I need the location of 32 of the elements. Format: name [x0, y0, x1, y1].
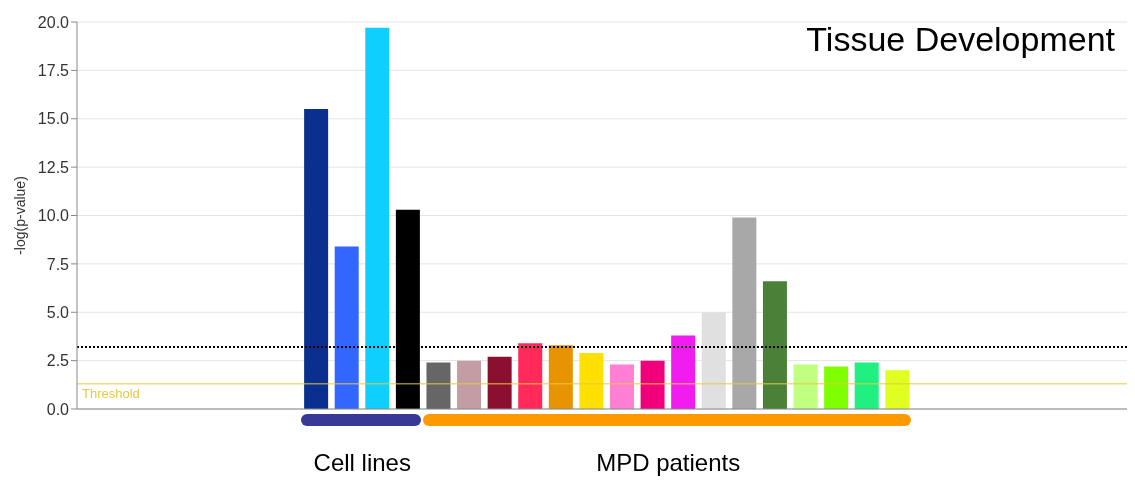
ref-line-label: Threshold — [82, 386, 140, 402]
bar — [885, 370, 910, 409]
bar — [640, 360, 665, 409]
y-tick-label: 5.0 — [46, 303, 70, 321]
text: MPD patients — [595, 449, 742, 477]
bar — [518, 343, 543, 409]
y-tick-label: 2.5 — [46, 352, 70, 370]
bar — [304, 109, 329, 409]
y-tick-label: 17.5 — [37, 62, 70, 80]
text: Cell lines — [312, 449, 412, 477]
bar — [793, 364, 818, 409]
bar — [762, 281, 787, 409]
chart-title: Tissue Development — [806, 20, 1115, 59]
y-axis-title: -log(p-value) — [11, 176, 28, 255]
y-tick-label: 20.0 — [37, 13, 70, 31]
y-tick-label: 12.5 — [37, 158, 70, 176]
y-tick-label: 10.0 — [37, 207, 70, 225]
bar — [824, 366, 849, 409]
bar — [487, 356, 512, 409]
y-tick-label: 7.5 — [46, 255, 70, 273]
bar — [854, 362, 879, 409]
y-tick-label: 15.0 — [37, 110, 70, 128]
bar — [334, 246, 359, 409]
y-tick-label: 0.0 — [46, 400, 70, 418]
bar — [457, 360, 482, 409]
bar — [365, 27, 390, 409]
bar — [610, 364, 634, 409]
bar — [548, 345, 573, 409]
bar — [732, 217, 757, 409]
bar — [426, 362, 451, 409]
bar — [671, 335, 696, 409]
bar — [579, 352, 604, 409]
